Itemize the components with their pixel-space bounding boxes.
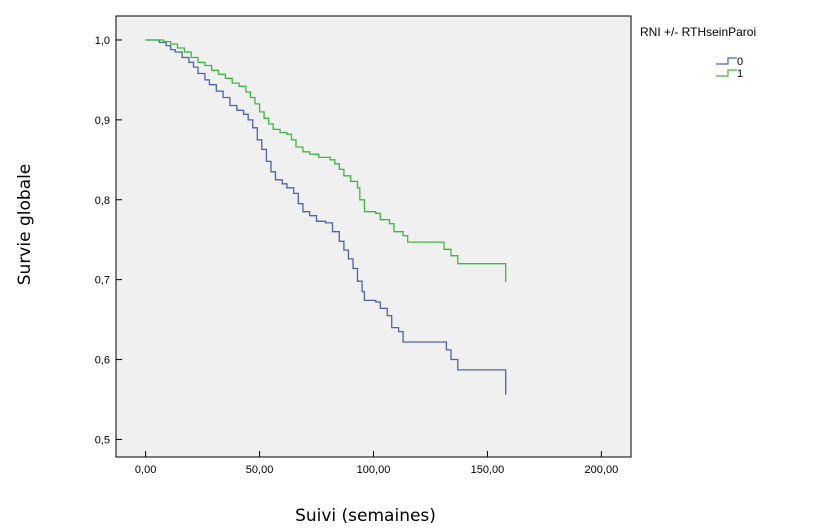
y-axis-title: Survie globale [15,164,35,286]
legend-swatch-1 [716,69,737,77]
plot-area [115,15,632,458]
legend-title: RNI +/- RTHseinParoi [640,25,756,39]
x-tick-label: 50,00 [246,464,274,476]
y-tick-label: 0,7 [95,275,110,287]
x-tick-label: 100,00 [357,464,391,476]
y-tick-label: 0,5 [95,434,110,446]
y-tick-label: 0,9 [95,115,110,127]
series-line-0 [145,39,507,395]
legend-label-1: 1 [737,68,743,80]
x-axis: 0,00 50,00 100,00 150,00 200,00 [135,451,618,476]
legend: RNI +/- RTHseinParoi 01 [640,25,756,80]
y-tick-label: 0,6 [95,355,110,367]
y-tick-label: 0,8 [95,195,110,207]
legend-label-0: 0 [737,56,743,68]
x-tick-label: 150,00 [471,464,505,476]
y-axis: 0,5 0,6 0,7 0,8 0,9 1,0 [95,35,122,446]
x-tick-label: 200,00 [585,464,619,476]
x-tick-label: 0,00 [135,464,156,476]
x-axis-title: Suivi (semaines) [295,506,436,526]
y-tick-label: 1,0 [95,35,110,47]
legend-swatch-0 [716,57,737,65]
series-line-1 [145,39,507,282]
survival-curves [145,39,507,395]
